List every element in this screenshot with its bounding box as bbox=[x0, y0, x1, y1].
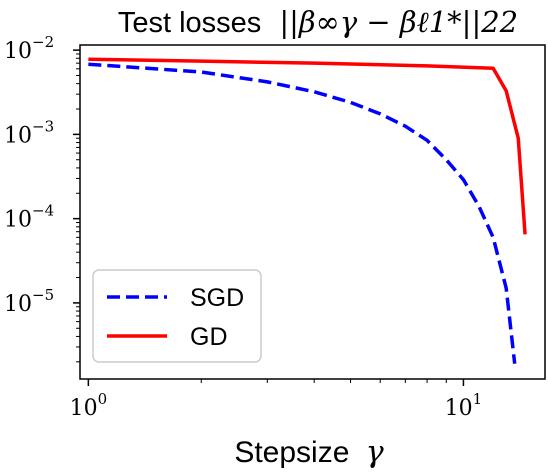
chart-title: Test losses ||β∞γ − βℓ1*||22 bbox=[118, 5, 518, 39]
series-layer bbox=[88, 57, 527, 364]
series-line-gd bbox=[88, 57, 527, 235]
legend-box bbox=[92, 269, 262, 363]
plot-frame bbox=[79, 44, 546, 380]
x-tick-label: 100 bbox=[70, 390, 108, 421]
x-tick-label: 101 bbox=[445, 390, 483, 421]
legend: SGD GD bbox=[92, 269, 262, 363]
series-line-sgd bbox=[88, 62, 517, 364]
tick-layer: 100 101 10−5 10−4 10−3 10−2 bbox=[4, 33, 482, 421]
legend-label-sgd: SGD bbox=[190, 284, 244, 312]
y-tick-label: 10−5 bbox=[4, 286, 54, 317]
x-axis-label-prefix: Stepsize bbox=[234, 436, 349, 469]
chart-title-math: ||β∞γ − βℓ1*||22 bbox=[279, 5, 518, 39]
y-tick-label: 10−2 bbox=[4, 33, 54, 64]
chart-title-prefix: Test losses bbox=[118, 7, 261, 39]
y-tick-label: 10−4 bbox=[4, 202, 54, 233]
x-axis-label-math: γ bbox=[366, 435, 384, 470]
legend-label-gd: GD bbox=[190, 323, 228, 351]
x-axis-label: Stepsize γ bbox=[234, 435, 383, 470]
y-tick-label: 10−3 bbox=[4, 117, 54, 148]
